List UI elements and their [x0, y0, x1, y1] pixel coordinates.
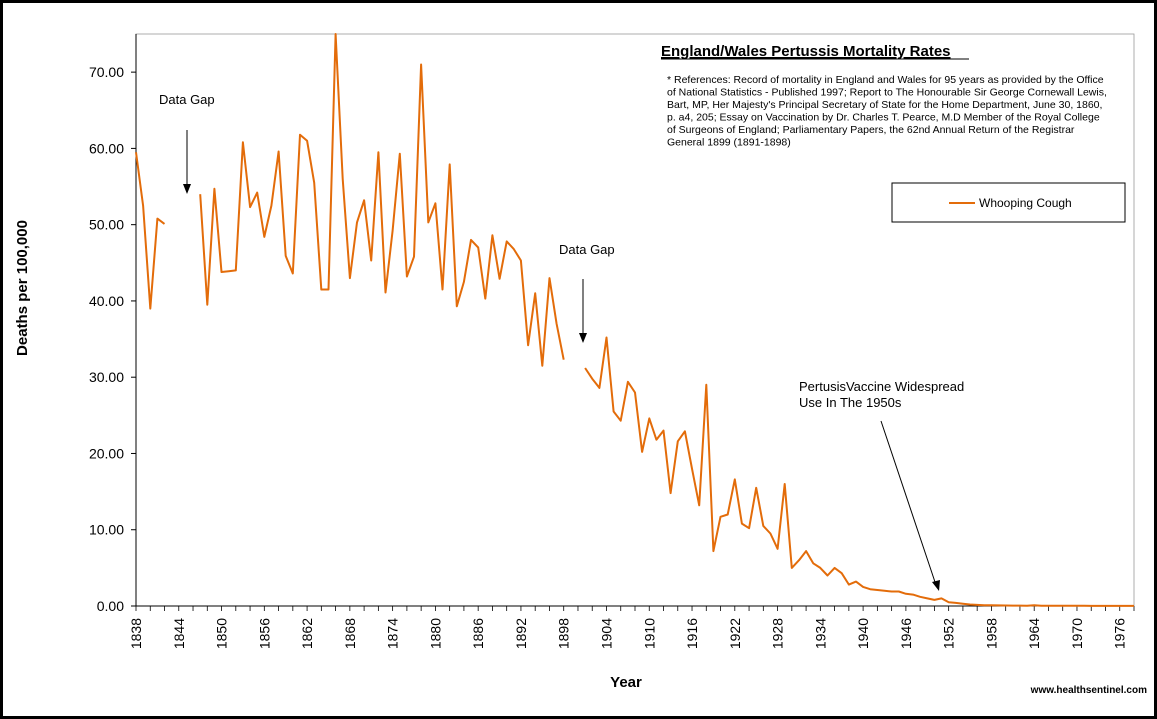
y-tick-label: 70.00: [89, 64, 124, 80]
x-tick-label: 1952: [941, 618, 957, 649]
reference-line: * References: Record of mortality in Eng…: [667, 74, 1104, 86]
x-tick-label: 1934: [812, 618, 828, 649]
y-axis-title: Deaths per 100,000: [14, 220, 31, 356]
y-tick-label: 30.00: [89, 369, 124, 385]
x-tick-label: 1946: [898, 618, 914, 649]
x-tick-label: 1886: [470, 618, 486, 649]
data-gap-arrowhead-1: [183, 184, 191, 194]
x-tick-label: 1850: [214, 618, 230, 649]
x-tick-label: 1856: [256, 618, 272, 649]
vaccine-label-line2: Use In The 1950s: [799, 395, 902, 410]
legend-box: [891, 182, 1126, 223]
references-note: * References: Record of mortality in Eng…: [667, 74, 1107, 149]
data-gap-label-1: Data Gap: [159, 92, 215, 107]
series-line-segment-3: [584, 336, 1134, 607]
vaccine-arrow: [880, 420, 937, 586]
x-axis-title: Year: [610, 674, 642, 691]
x-tick-label: 1844: [171, 618, 187, 649]
x-tick-label: 1838: [128, 618, 144, 649]
x-tick-label: 1958: [983, 618, 999, 649]
x-tick-label: 1898: [556, 618, 572, 649]
series-lines: [135, 33, 1134, 607]
y-tick-label: 50.00: [89, 217, 124, 233]
reference-line: of National Statistics - Published 1997;…: [667, 87, 1107, 99]
y-axis-ticks: 0.00 10.00 20.00 30.00 40.00 50.00 60.00 70.00: [89, 64, 136, 614]
x-tick-label: 1910: [641, 618, 657, 649]
reference-line: of Surgeons of England; Parliamentary Pa…: [667, 124, 1075, 136]
reference-line: Bart, MP, Her Majesty's Principal Secret…: [667, 99, 1102, 111]
reference-line: General 1899 (1891-1898): [667, 137, 791, 149]
x-tick-label: 1928: [770, 618, 786, 649]
x-tick-label: 1964: [1026, 618, 1042, 649]
y-tick-label: 60.00: [89, 140, 124, 156]
x-tick-label: 1868: [342, 618, 358, 649]
x-tick-label: 1874: [385, 618, 401, 649]
chart-title: England/Wales Pertussis Mortality Rates: [661, 43, 951, 60]
site-credit: www.healthsentinel.com: [1030, 685, 1147, 696]
data-gap-arrowhead-2: [579, 333, 587, 343]
y-tick-label: 20.00: [89, 445, 124, 461]
vaccine-arrowhead: [932, 580, 940, 591]
series-line-segment-2: [199, 33, 565, 367]
y-tick-label: 10.00: [89, 522, 124, 538]
y-tick-label: 0.00: [97, 598, 124, 614]
plot-area: [135, 33, 1135, 607]
series-line-segment-1: [135, 152, 166, 310]
x-tick-label: 1970: [1069, 618, 1085, 649]
x-tick-label: 1862: [299, 618, 315, 649]
vaccine-label-line1: PertusisVaccine Widespread: [799, 379, 964, 394]
x-tick-label: 1916: [684, 618, 700, 649]
legend-label: Whooping Cough: [979, 196, 1072, 210]
x-tick-label: 1880: [427, 618, 443, 649]
x-axis-ticks: 1838 1844 1850 1856 1862 1868 1874 1880 1886 1892…: [128, 606, 1135, 649]
data-gap-label-2: Data Gap: [559, 242, 615, 257]
x-tick-label: 1940: [855, 618, 871, 649]
x-tick-label: 1892: [513, 618, 529, 649]
x-tick-label: 1904: [598, 618, 614, 649]
x-tick-label: 1976: [1112, 618, 1128, 649]
x-tick-label: 1922: [727, 618, 743, 649]
reference-line: p. a4, 205; Essay on Vaccination by Dr. …: [667, 112, 1100, 124]
y-tick-label: 40.00: [89, 293, 124, 309]
